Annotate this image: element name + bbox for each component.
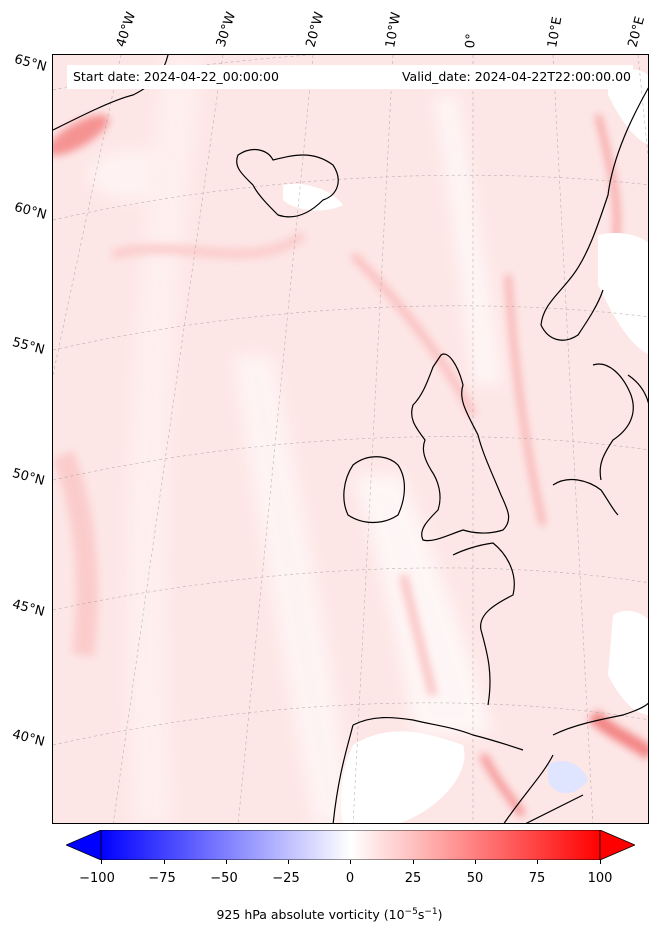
colorbar-tick-label: −50 [210,871,238,886]
colorbar-tick-mark [350,860,351,864]
valid-date-label: Valid_date: 2024-04-22T22:00:00.00 [401,69,631,84]
colorbar-tick-label: −75 [148,871,176,886]
colorbar-tick-mark [164,860,165,864]
colorbar-tick-mark [600,860,601,864]
colorbar-title: 925 hPa absolute vorticity (10−5s−1) [0,907,659,922]
colorbar-title-mid: s [417,907,425,923]
colorbar-tick-label: 50 [466,871,484,886]
lon-label-20e: 20°E [625,14,649,50]
vorticity-map: Start date: 2024-04-22_00:00:00 Valid_da… [52,54,649,824]
lon-label-40w: 40°W [113,10,140,49]
colorbar [66,830,635,860]
colorbar-gradient [100,830,601,860]
colorbar-tick-label: −25 [272,871,300,886]
colorbar-tick-mark [226,860,227,864]
colorbar-tick-mark [537,860,538,864]
colorbar-tick-label: 75 [528,871,546,886]
lat-label-60n: 60°N [12,200,49,223]
vorticity-neutral-patches [283,69,648,823]
lat-label-45n: 45°N [10,597,47,620]
lon-label-20w: 20°W [303,10,328,49]
lon-label-0: 0° [463,32,480,49]
colorbar-title-end: ) [437,907,443,923]
lon-label-10e: 10°E [545,15,566,49]
vorticity-field [53,55,648,823]
colorbar-max-extend [599,830,635,860]
colorbar-tick-label: 100 [587,871,613,886]
colorbar-tick-mark [101,860,102,864]
colorbar-tick-mark [475,860,476,864]
lat-label-40n: 40°N [10,727,47,750]
vorticity-high-areas [53,114,648,818]
lat-label-50n: 50°N [10,466,47,489]
colorbar-title-exp2: −1 [424,907,438,917]
date-info-bar: Start date: 2024-04-22_00:00:00 Valid_da… [67,65,633,89]
colorbar-title-text: 925 hPa absolute vorticity (10 [216,907,405,923]
coastlines [53,55,648,823]
colorbar-tick-mark [413,860,414,864]
colorbar-tick-label: 0 [345,871,355,886]
start-date-label: Start date: 2024-04-22_00:00:00 [73,69,279,84]
lon-label-30w: 30°W [213,10,240,49]
colorbar-tick-label: −100 [79,871,115,886]
colorbar-min-extend [66,830,102,860]
colorbar-title-exp1: −5 [404,907,418,917]
lat-label-65n: 65°N [12,52,49,75]
colorbar-tick-label: 25 [404,871,422,886]
lon-label-10w: 10°W [383,11,405,50]
lat-label-55n: 55°N [10,335,47,358]
colorbar-tick-mark [288,860,289,864]
